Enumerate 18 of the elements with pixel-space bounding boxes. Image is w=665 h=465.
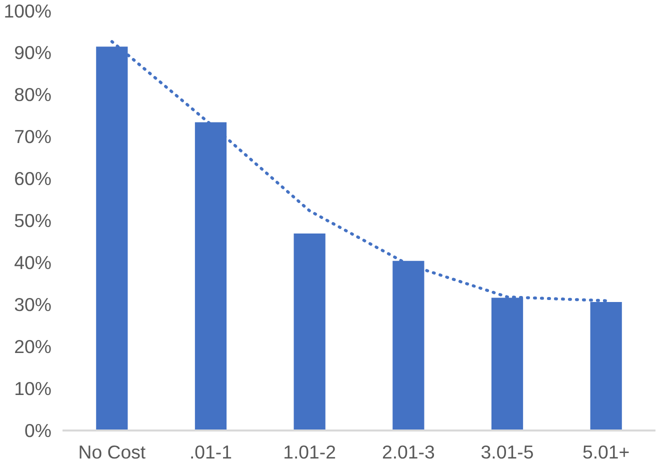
y-tick-label: 100% [4, 0, 52, 22]
x-tick-label: 1.01-2 [283, 442, 336, 462]
x-tick-label: 2.01-3 [382, 442, 435, 462]
y-tick-label: 0% [24, 420, 52, 441]
y-tick-label: 10% [14, 378, 52, 399]
y-tick-label: 80% [14, 84, 52, 105]
y-tick-label: 90% [14, 42, 52, 63]
y-tick-label: 60% [14, 168, 52, 189]
y-tick-label: 30% [14, 294, 52, 315]
x-tick-label: .01-1 [189, 442, 232, 462]
bar [294, 234, 326, 430]
y-tick-label: 40% [14, 252, 52, 273]
y-tick-label: 50% [14, 210, 52, 231]
y-tick-label: 20% [14, 336, 52, 357]
x-tick-label: No Cost [78, 442, 146, 462]
y-tick-label: 70% [14, 126, 52, 147]
x-tick-label: 3.01-5 [480, 442, 534, 462]
x-tick-label: 5.01+ [582, 442, 630, 462]
